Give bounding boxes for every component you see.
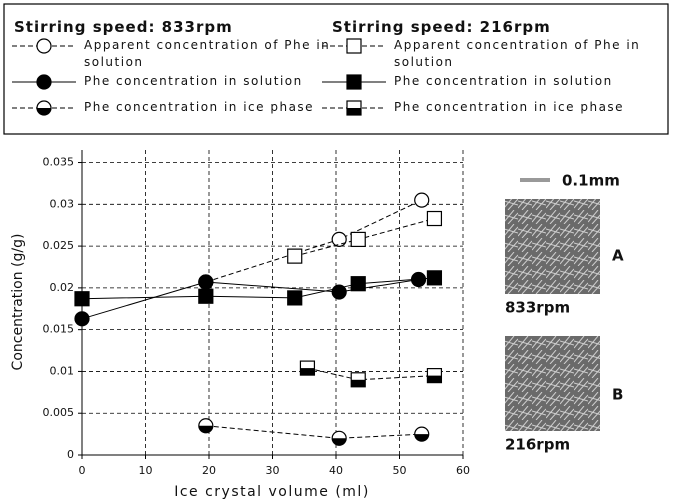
legend-title: Stirring speed: 833rpm — [14, 18, 233, 36]
x-tick-label: 10 — [139, 464, 153, 477]
y-tick-label: 0.015 — [43, 323, 75, 336]
marker — [288, 249, 302, 263]
y-tick-label: 0.025 — [43, 239, 75, 252]
marker — [75, 312, 89, 326]
marker-half — [199, 426, 213, 433]
marker — [332, 431, 346, 445]
series-line — [206, 200, 422, 282]
x-tick-label: 20 — [202, 464, 216, 477]
x-axis-label: Ice crystal volume (ml) — [174, 484, 370, 500]
marker-shape — [427, 271, 441, 285]
marker-half — [351, 380, 365, 387]
marker-shape — [415, 193, 429, 207]
marker-shape — [199, 289, 213, 303]
marker-shape — [347, 39, 361, 53]
marker — [199, 419, 213, 433]
marker — [351, 232, 365, 246]
series-line — [82, 278, 434, 299]
marker — [300, 361, 314, 375]
marker — [347, 101, 361, 115]
marker-half — [300, 368, 314, 375]
legend-label: Phe concentration in solution — [84, 73, 344, 90]
legend-label: Apparent concentration of Phe in solutio… — [84, 37, 344, 71]
marker — [37, 75, 51, 89]
marker-half — [427, 376, 441, 383]
series-line — [82, 280, 419, 319]
marker — [332, 232, 346, 246]
marker — [37, 39, 51, 53]
y-tick-label: 0.005 — [43, 406, 75, 419]
marker — [288, 291, 302, 305]
x-tick-label: 0 — [79, 464, 86, 477]
marker-shape — [427, 212, 441, 226]
x-tick-label: 30 — [266, 464, 280, 477]
figure: 0.1mm A 833rpm B 216rpm Ice crystal volu… — [0, 0, 674, 501]
marker-half — [347, 108, 361, 115]
y-tick-label: 0.01 — [50, 364, 75, 377]
y-tick-label: 0.035 — [43, 156, 75, 169]
marker-shape — [37, 39, 51, 53]
marker-half — [415, 434, 429, 441]
marker — [347, 39, 361, 53]
marker — [75, 292, 89, 306]
legend-label: Apparent concentration of Phe in solutio… — [394, 37, 654, 71]
photo-letter: A — [612, 247, 624, 265]
marker-shape — [347, 75, 361, 89]
marker — [199, 275, 213, 289]
marker — [427, 212, 441, 226]
marker — [427, 271, 441, 285]
marker-shape — [351, 277, 365, 291]
marker — [427, 369, 441, 383]
marker-shape — [351, 232, 365, 246]
photo-b — [505, 336, 600, 431]
series-line — [206, 426, 422, 439]
x-tick-label: 60 — [456, 464, 470, 477]
marker-half — [332, 438, 346, 445]
scale-label: 0.1mm — [562, 172, 620, 190]
series-line — [307, 368, 434, 380]
marker-shape — [75, 312, 89, 326]
marker — [415, 427, 429, 441]
marker — [347, 75, 361, 89]
photo-a — [505, 199, 600, 294]
photo-caption: 833rpm — [505, 299, 570, 317]
y-tick-label: 0.02 — [50, 281, 75, 294]
legend-label: Phe concentration in ice phase — [394, 99, 654, 116]
marker — [415, 193, 429, 207]
legend-title: Stirring speed: 216rpm — [332, 18, 551, 36]
marker — [351, 277, 365, 291]
marker-shape — [332, 232, 346, 246]
y-tick-label: 0.03 — [50, 197, 75, 210]
marker-shape — [288, 249, 302, 263]
photo-caption: 216rpm — [505, 436, 570, 454]
marker-shape — [75, 292, 89, 306]
marker-shape — [199, 275, 213, 289]
legend-label: Phe concentration in solution — [394, 73, 654, 90]
legend-label: Phe concentration in ice phase — [84, 99, 344, 116]
y-axis-label: Concentration (g/g) — [10, 234, 26, 371]
marker-half — [37, 108, 51, 115]
marker — [199, 289, 213, 303]
y-tick-label: 0 — [67, 448, 74, 461]
marker — [37, 101, 51, 115]
photo-letter: B — [612, 386, 623, 404]
marker-shape — [37, 75, 51, 89]
marker — [351, 373, 365, 387]
x-tick-label: 50 — [393, 464, 407, 477]
marker-shape — [288, 291, 302, 305]
x-tick-label: 40 — [329, 464, 343, 477]
